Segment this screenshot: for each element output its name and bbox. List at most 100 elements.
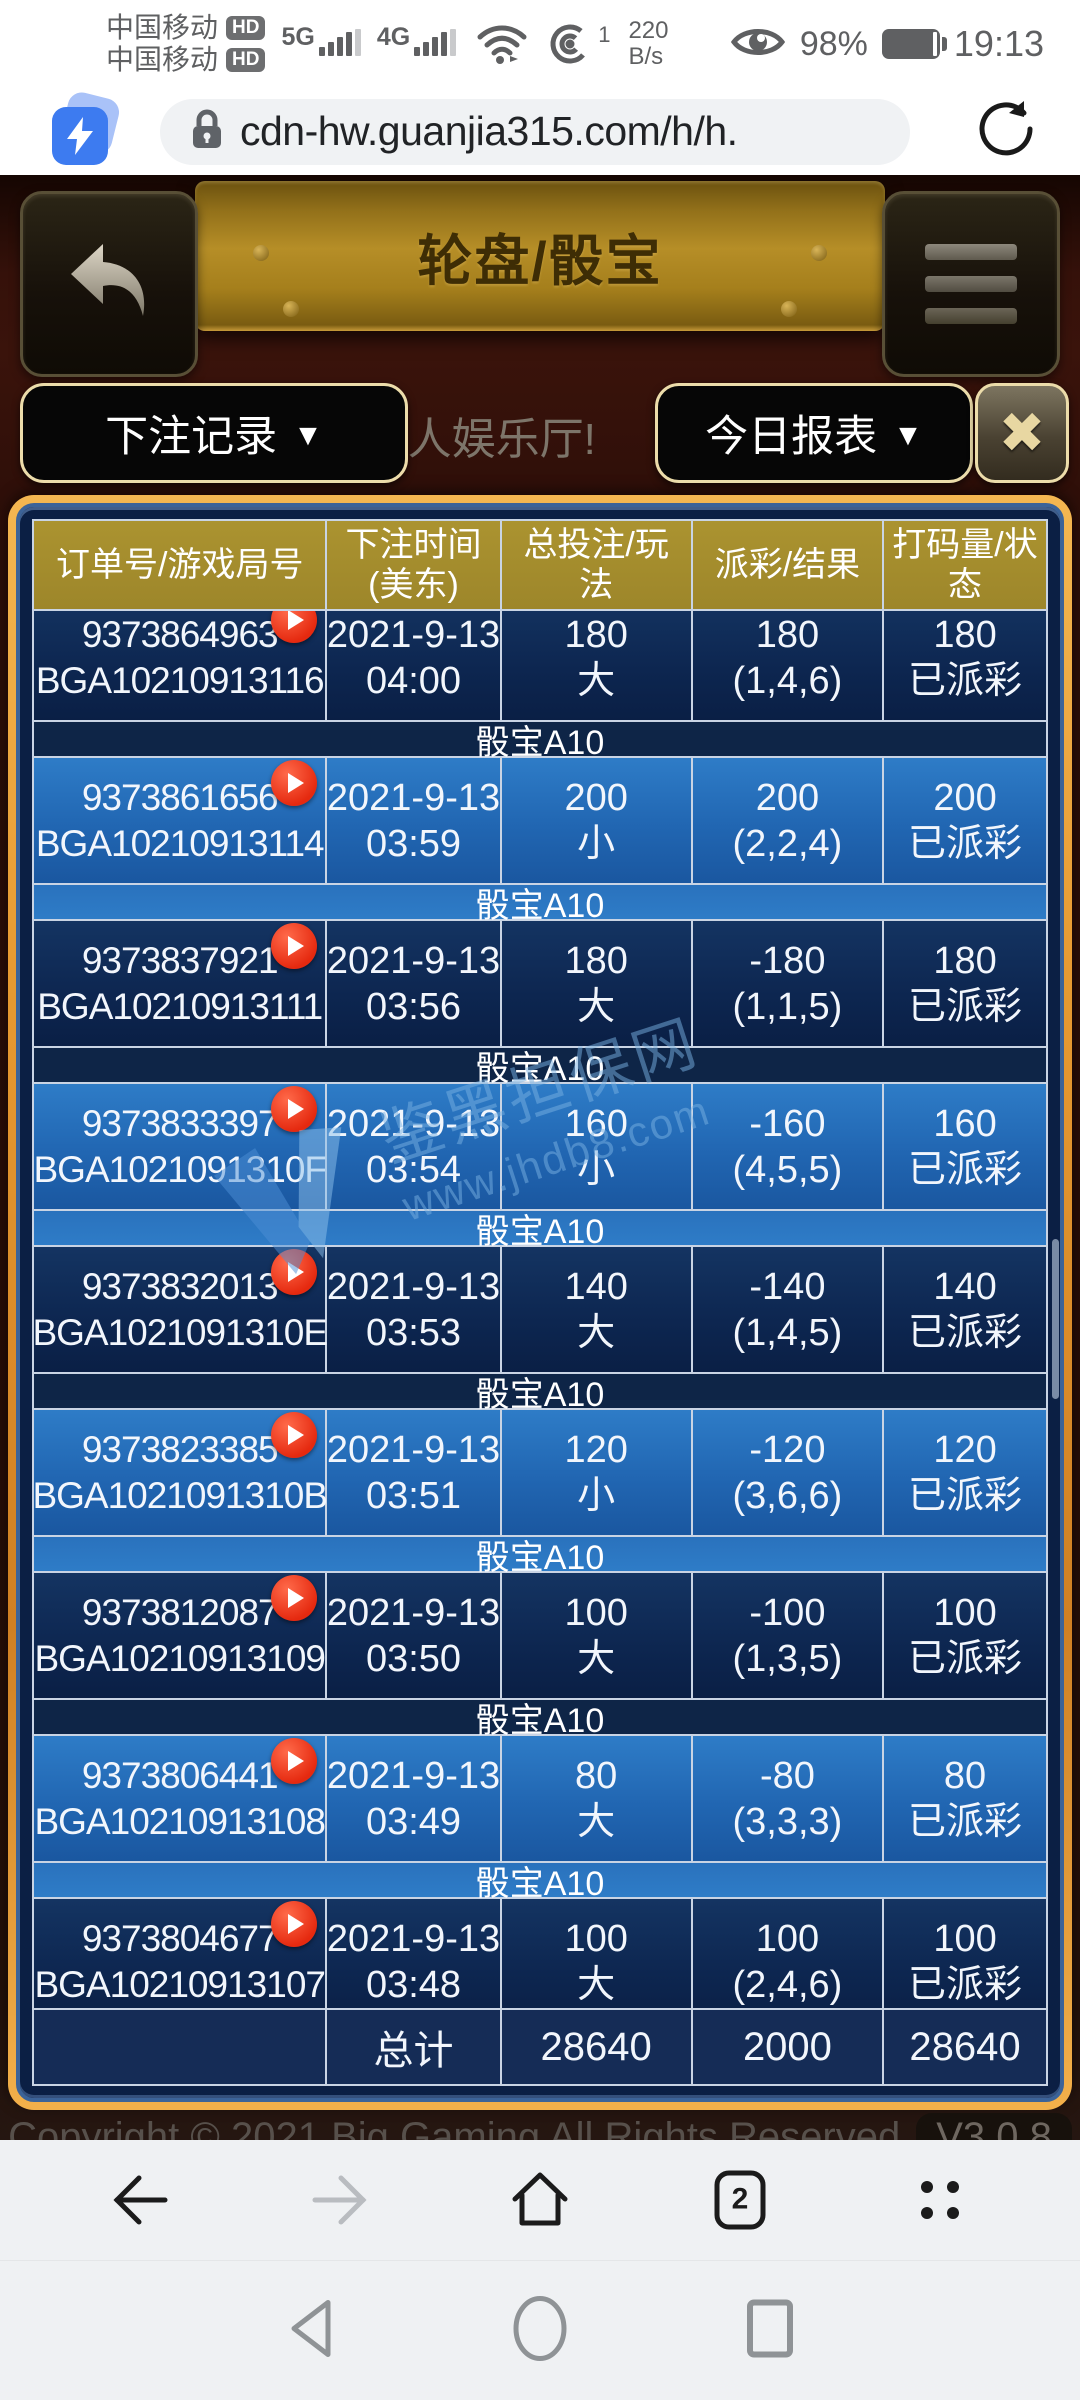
replay-icon[interactable] xyxy=(271,1575,318,1621)
home-button[interactable] xyxy=(480,2169,600,2231)
game-webview: 轮盘/骰宝 BG真人娱乐厅! 下注记录 ▼ 今日报表 ▼ ✖ 订单号/游戏局号 … xyxy=(0,175,1080,2140)
copyright-line: Copyright © 2021 Big Gaming All Rights R… xyxy=(0,2113,1080,2140)
url-field[interactable]: cdn-hw.guanjia315.com/h/h. xyxy=(160,98,910,165)
payout-cell: -100 (1,3,5) xyxy=(693,1573,885,1698)
time-cell: 2021-9-13 03:51 xyxy=(327,1410,502,1535)
total-payout: 2000 xyxy=(693,2010,885,2084)
battery-percent: 98% xyxy=(799,24,868,63)
hotspot-icon: 1 xyxy=(548,21,610,67)
game-table-label: 骰宝A10 xyxy=(34,722,1046,762)
refresh-icon[interactable] xyxy=(976,99,1036,164)
game-table-label: 骰宝A10 xyxy=(34,1863,1046,1903)
replay-icon[interactable] xyxy=(271,923,318,969)
table-row: 9373861656 BGA10210913114 2021-9-13 03:59… xyxy=(34,758,1046,885)
carrier-name-2: 中国移动 xyxy=(106,44,219,75)
order-cell: 9373804677 BGA10210913107 xyxy=(34,1899,328,2008)
replay-icon[interactable] xyxy=(271,611,318,643)
bet-cell: 120 小 xyxy=(502,1410,693,1535)
column-header: 下注时间(美东) xyxy=(327,521,502,609)
total-bet: 28640 xyxy=(502,2010,693,2084)
browser-menu-button[interactable] xyxy=(880,2175,1000,2225)
hd-badge: HD xyxy=(226,16,266,40)
time-cell: 2021-9-13 03:53 xyxy=(327,1247,502,1372)
bet-cell: 180 大 xyxy=(502,611,693,720)
table-row: 9373864963 BGA10210913116 2021-9-13 04:00… xyxy=(34,611,1046,722)
table-scroll-area[interactable]: 9373864963 BGA10210913116 2021-9-13 04:00… xyxy=(32,611,1048,2008)
table-row: 9373832013 BGA1021091310E 2021-9-13 03:53… xyxy=(34,1247,1046,1374)
today-report-dropdown[interactable]: 今日报表 ▼ xyxy=(655,383,973,483)
scrollbar-thumb[interactable] xyxy=(1052,1238,1059,1399)
status-cell: 120 已派彩 xyxy=(908,1428,1023,1517)
close-button[interactable]: ✖ xyxy=(975,383,1069,483)
replay-icon[interactable] xyxy=(271,1412,318,1458)
signal-bars-icon xyxy=(414,29,457,62)
status-cell: 180 已派彩 xyxy=(908,613,1023,702)
total-label: 总计 xyxy=(327,2010,502,2084)
back-button[interactable] xyxy=(20,191,198,377)
time-cell: 2021-9-13 03:59 xyxy=(327,758,502,883)
column-header: 派彩/结果 xyxy=(693,521,885,609)
replay-icon[interactable] xyxy=(271,1738,318,1784)
carrier-name-1: 中国移动 xyxy=(106,12,219,43)
records-table-frame: 订单号/游戏局号 下注时间(美东) 总投注/玩法 派彩/结果 打码量/状态 93… xyxy=(8,495,1072,2110)
table-row: 9373823385 BGA1021091310B 2021-9-13 03:51… xyxy=(34,1410,1046,1537)
table-row: 9373806441 BGA10210913108 2021-9-13 03:49… xyxy=(34,1736,1046,1863)
bet-cell: 200 小 xyxy=(502,758,693,883)
clock: 19:13 xyxy=(953,23,1044,64)
quick-app-icon[interactable] xyxy=(52,89,123,165)
android-back-button[interactable] xyxy=(284,2297,336,2366)
game-table-label: 骰宝A10 xyxy=(34,885,1046,925)
hamburger-icon xyxy=(925,244,1017,324)
chevron-down-icon: ▼ xyxy=(293,419,323,452)
payout-cell: -180 (1,1,5) xyxy=(693,921,885,1046)
column-header: 总投注/玩法 xyxy=(502,521,693,609)
wifi-icon xyxy=(476,23,528,65)
table-row: 9373833397 BGA1021091310F 2021-9-13 03:54… xyxy=(34,1084,1046,1211)
column-header: 打码量/状态 xyxy=(892,526,1038,604)
bet-cell: 180 大 xyxy=(502,921,693,1046)
version-badge: V3.0.8 xyxy=(916,2113,1072,2140)
browser-back-button[interactable] xyxy=(80,2172,200,2228)
total-wager: 28640 xyxy=(909,2024,1021,2069)
total-row: 总计 28640 2000 28640 xyxy=(32,2008,1048,2086)
bet-records-dropdown[interactable]: 下注记录 ▼ xyxy=(20,383,408,483)
payout-cell: 100 (2,4,6) xyxy=(693,1899,885,2008)
table-header-row: 订单号/游戏局号 下注时间(美东) 总投注/玩法 派彩/结果 打码量/状态 xyxy=(32,519,1048,611)
order-cell: 9373812087 BGA10210913109 xyxy=(34,1573,328,1698)
replay-icon[interactable] xyxy=(271,1249,318,1295)
status-cell: 200 已派彩 xyxy=(908,776,1023,865)
browser-forward-button[interactable] xyxy=(280,2172,400,2228)
game-table-label: 骰宝A10 xyxy=(34,1537,1046,1577)
android-home-button[interactable] xyxy=(511,2296,569,2367)
payout-cell: -80 (3,3,3) xyxy=(693,1736,885,1861)
bet-cell: 140 大 xyxy=(502,1247,693,1372)
status-cell: 180 已派彩 xyxy=(908,939,1023,1028)
page-title-plaque: 轮盘/骰宝 xyxy=(195,181,885,331)
time-cell: 2021-9-13 03:50 xyxy=(327,1573,502,1698)
replay-icon[interactable] xyxy=(271,1901,318,1947)
time-cell: 2021-9-13 04:00 xyxy=(327,611,502,720)
bet-cell: 100 大 xyxy=(502,1573,693,1698)
menu-button[interactable] xyxy=(882,191,1060,377)
replay-icon[interactable] xyxy=(271,1086,318,1132)
status-cell: 80 已派彩 xyxy=(908,1754,1023,1843)
url-text: cdn-hw.guanjia315.com/h/h. xyxy=(240,108,738,154)
tabs-button[interactable]: 2 xyxy=(680,2169,800,2231)
table-row: 9373804677 BGA10210913107 2021-9-13 03:48… xyxy=(34,1899,1046,2008)
replay-icon[interactable] xyxy=(271,760,318,806)
browser-url-bar: cdn-hw.guanjia315.com/h/h. xyxy=(0,88,1080,175)
payout-cell: -120 (3,6,6) xyxy=(693,1410,885,1535)
signal-bars-icon xyxy=(318,29,361,62)
lock-icon xyxy=(190,108,224,155)
status-bar: 中国移动 HD 中国移动 HD 5G 4G 1 220 B/s 98% 19:13 xyxy=(0,0,1080,88)
order-cell: 9373832013 BGA1021091310E xyxy=(34,1247,328,1372)
status-cell: 100 已派彩 xyxy=(908,1591,1023,1680)
order-cell: 9373823385 BGA1021091310B xyxy=(34,1410,328,1535)
game-table-label: 骰宝A10 xyxy=(34,1700,1046,1740)
android-recents-button[interactable] xyxy=(744,2297,796,2366)
chevron-down-icon: ▼ xyxy=(893,419,923,452)
time-cell: 2021-9-13 03:49 xyxy=(327,1736,502,1861)
bet-cell: 160 小 xyxy=(502,1084,693,1209)
payout-cell: 180 (1,4,6) xyxy=(693,611,885,720)
column-header: 订单号/游戏局号 xyxy=(34,521,328,609)
